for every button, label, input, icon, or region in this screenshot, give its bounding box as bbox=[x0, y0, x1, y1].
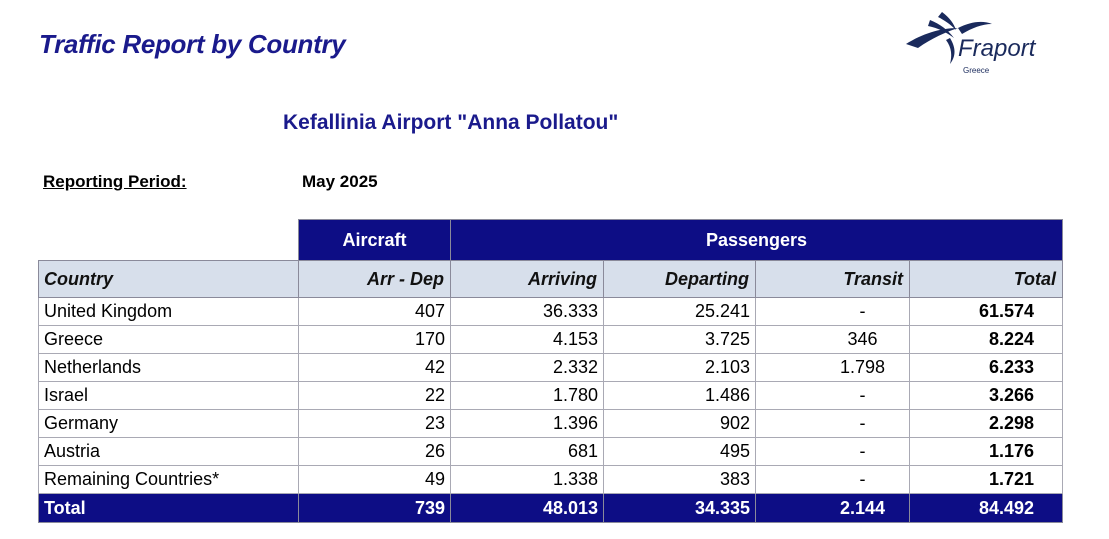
country-cell: Austria bbox=[38, 437, 299, 466]
column-header-departing: Departing bbox=[603, 260, 756, 298]
column-header-country: Country bbox=[38, 260, 299, 298]
departing-cell: 1.486 bbox=[603, 381, 756, 410]
departing-cell: 3.725 bbox=[603, 325, 756, 354]
table-row: United Kingdom 407 36.333 25.241-61.574 bbox=[38, 297, 1064, 326]
total-total-cell: 84.492 bbox=[908, 493, 1064, 523]
column-header-total: Total bbox=[908, 260, 1064, 298]
aircraft-cell: 170 bbox=[298, 325, 451, 354]
transit-cell: - bbox=[755, 409, 910, 438]
country-cell: Greece bbox=[38, 325, 299, 354]
table-row: Greece 170 4.153 3.725 346 8.224 bbox=[38, 325, 1064, 354]
arriving-cell: 1.396 bbox=[450, 409, 604, 438]
transit-cell: - bbox=[755, 381, 910, 410]
country-cell: Remaining Countries* bbox=[38, 465, 299, 494]
total-cell: 8.224 bbox=[908, 325, 1064, 354]
passengers-group-header: Passengers bbox=[449, 219, 1064, 261]
report-title: Traffic Report by Country bbox=[39, 29, 346, 59]
aircraft-cell: 22 bbox=[298, 381, 451, 410]
group-header-row: Aircraft Passengers bbox=[38, 219, 1064, 261]
column-header-arr-dep: Arr - Dep bbox=[298, 260, 451, 298]
departing-cell: 902 bbox=[603, 409, 756, 438]
aircraft-cell: 26 bbox=[298, 437, 451, 466]
table-row: Israel 22 1.780 1.486-3.266 bbox=[38, 381, 1064, 410]
total-aircraft-cell: 739 bbox=[298, 493, 451, 523]
departing-cell: 2.103 bbox=[603, 353, 756, 382]
column-header-row: Country Arr - Dep Arriving Departing Tra… bbox=[38, 260, 1064, 298]
total-country-cell: Total bbox=[38, 493, 299, 523]
departing-cell: 495 bbox=[603, 437, 756, 466]
table-row: Austria 26 681 495-1.176 bbox=[38, 437, 1064, 466]
column-header-transit: Transit bbox=[755, 260, 910, 298]
transit-cell: - bbox=[755, 297, 910, 326]
total-transit-cell: 2.144 bbox=[755, 493, 910, 523]
total-cell: 2.298 bbox=[908, 409, 1064, 438]
departing-cell: 25.241 bbox=[603, 297, 756, 326]
total-cell: 3.266 bbox=[908, 381, 1064, 410]
arriving-cell: 36.333 bbox=[450, 297, 604, 326]
arriving-cell: 4.153 bbox=[450, 325, 604, 354]
arriving-cell: 1.338 bbox=[450, 465, 604, 494]
departing-cell: 383 bbox=[603, 465, 756, 494]
arriving-cell: 2.332 bbox=[450, 353, 604, 382]
logo-subtitle: Greece bbox=[963, 66, 990, 75]
arriving-cell: 681 bbox=[450, 437, 604, 466]
total-cell: 6.233 bbox=[908, 353, 1064, 382]
aircraft-cell: 42 bbox=[298, 353, 451, 382]
fraport-logo: Fraport Greece bbox=[896, 8, 1056, 78]
airport-name: Kefallinia Airport "Anna Pollatou" bbox=[283, 111, 619, 134]
aircraft-group-header: Aircraft bbox=[298, 219, 451, 261]
reporting-period-value: May 2025 bbox=[302, 172, 378, 191]
total-cell: 61.574 bbox=[908, 297, 1064, 326]
table-row: Germany 23 1.396 902-2.298 bbox=[38, 409, 1064, 438]
total-departing-cell: 34.335 bbox=[603, 493, 756, 523]
reporting-period-label: Reporting Period: bbox=[43, 172, 187, 191]
transit-cell: 346 bbox=[755, 325, 910, 354]
aircraft-cell: 49 bbox=[298, 465, 451, 494]
total-arriving-cell: 48.013 bbox=[450, 493, 604, 523]
arriving-cell: 1.780 bbox=[450, 381, 604, 410]
country-cell: Israel bbox=[38, 381, 299, 410]
aircraft-cell: 407 bbox=[298, 297, 451, 326]
country-cell: Netherlands bbox=[38, 353, 299, 382]
country-cell: Germany bbox=[38, 409, 299, 438]
column-header-arriving: Arriving bbox=[450, 260, 604, 298]
total-cell: 1.176 bbox=[908, 437, 1064, 466]
table-row: Remaining Countries* 49 1.338 383-1.721 bbox=[38, 465, 1064, 494]
logo-brand: Fraport bbox=[958, 35, 1037, 62]
total-row: Total 739 48.013 34.335 2.144 84.492 bbox=[38, 493, 1064, 523]
transit-cell: 1.798 bbox=[755, 353, 910, 382]
table-row: Netherlands 42 2.332 2.103 1.798 6.233 bbox=[38, 353, 1064, 382]
aircraft-cell: 23 bbox=[298, 409, 451, 438]
total-cell: 1.721 bbox=[908, 465, 1064, 494]
fraport-swoosh-icon bbox=[906, 12, 992, 64]
transit-cell: - bbox=[755, 465, 910, 494]
transit-cell: - bbox=[755, 437, 910, 466]
traffic-table: Aircraft Passengers Country Arr - Dep Ar… bbox=[38, 219, 1064, 523]
blank-cell bbox=[38, 219, 299, 261]
country-cell: United Kingdom bbox=[38, 297, 299, 326]
